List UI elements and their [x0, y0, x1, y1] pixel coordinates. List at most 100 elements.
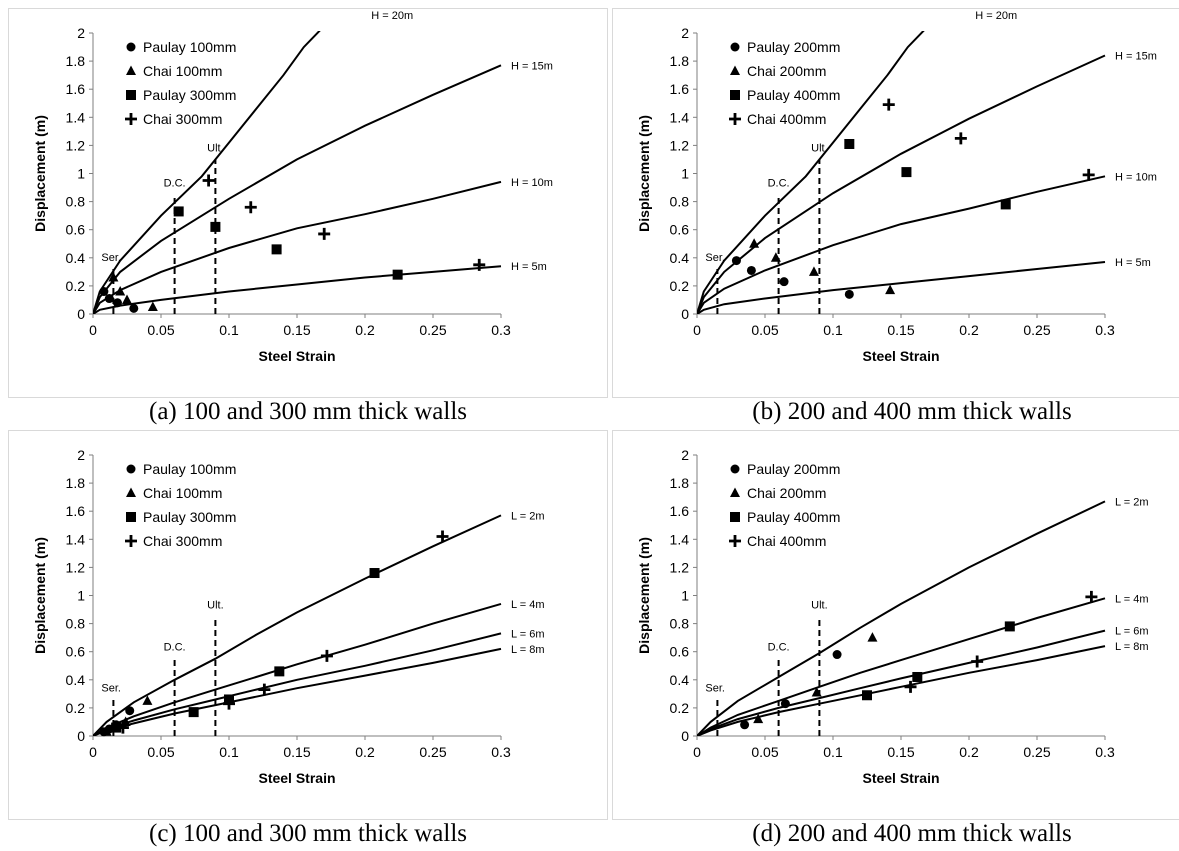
y-tick-label: 1.4 [670, 531, 690, 547]
marker-chai-400mm [954, 132, 967, 145]
marker-chai-200mm [885, 284, 896, 295]
y-tick-label: 1.8 [66, 53, 86, 69]
y-tick-label: 1 [681, 588, 689, 604]
x-tick-label: 0.1 [219, 322, 239, 338]
y-tick-label: 0.8 [66, 194, 86, 210]
x-axis-title: Steel Strain [258, 348, 335, 364]
curve-l-2m [93, 514, 502, 736]
y-tick-label: 1.4 [66, 531, 86, 547]
legend-marker-paulay-300mm [126, 90, 136, 100]
caption-d: (d) 200 and 400 mm thick walls [752, 820, 1072, 847]
curve-h-20m [697, 31, 925, 314]
curve-label-l-8m: L = 8m [511, 644, 545, 656]
legend-label-chai-300mm: Chai 300mm [143, 533, 222, 549]
caption-a: (a) 100 and 300 mm thick walls [149, 398, 467, 425]
legend-label-chai-400mm: Chai 400mm [747, 533, 826, 549]
y-tick-label: 0.2 [66, 700, 86, 716]
marker-chai-300mm [473, 258, 486, 271]
marker-paulay-200mm [740, 720, 750, 730]
legend: Paulay 200mm Chai 200mm Paulay 400mm Chai 4… [729, 461, 840, 549]
limit-label-ult: Ult. [207, 600, 224, 612]
legend-marker-paulay-300mm [126, 512, 136, 522]
marker-paulay-300mm [369, 568, 380, 579]
legend-marker-chai-200mm [730, 65, 740, 75]
y-tick-label: 0.2 [670, 278, 690, 294]
curve-label-l-6m: L = 6m [511, 628, 545, 640]
marker-paulay-300mm [392, 269, 403, 280]
chart-c-svg: 0 0.2 0.4 0.6 0.8 1 1.2 1.4 1.6 1.8 2 0 0.05 0.1 0.15 0… [32, 447, 545, 786]
y-tick-label: 0.6 [66, 644, 86, 660]
chart-panel-c: 0 0.2 0.4 0.6 0.8 1 1.2 1.4 1.6 1.8 2 0 0.05 0.1 0.15 0… [8, 430, 608, 820]
y-axis-title: Displacement (m) [32, 537, 48, 654]
y-tick-label: 1.6 [66, 503, 86, 519]
legend-label-chai-200mm: Chai 200mm [747, 63, 826, 79]
marker-chai-300mm [318, 227, 331, 240]
y-tick-label: 0 [681, 306, 689, 322]
x-tick-label: 0.25 [419, 322, 446, 338]
limit-label-ser: Ser. [101, 682, 121, 694]
legend-marker-paulay-400mm [730, 512, 740, 522]
y-tick-label: 0 [681, 728, 689, 744]
y-tick-label: 1.2 [66, 559, 86, 575]
chart-b-svg: 0 0.2 0.4 0.6 0.8 1 1.2 1.4 1.6 1.8 2 0 0.05 0.1 0.15 0… [636, 10, 1157, 364]
y-tick-label: 0.4 [670, 672, 690, 688]
x-tick-label: 0.2 [355, 744, 375, 760]
marker-chai-300mm [320, 649, 333, 662]
y-tick-label: 0 [77, 728, 85, 744]
x-tick-label: 0.15 [887, 322, 914, 338]
x-axis-title: Steel Strain [862, 770, 939, 786]
x-tick-label: 0.1 [219, 744, 239, 760]
marker-chai-300mm [223, 697, 235, 710]
marker-chai-100mm [115, 286, 126, 296]
curve-h-5m [93, 265, 502, 314]
marker-chai-200mm [811, 686, 822, 697]
marker-chai-100mm [147, 301, 158, 311]
curve-label-h-10m: H = 10m [511, 177, 553, 189]
legend-label-paulay-400mm: Paulay 400mm [747, 87, 840, 103]
marker-paulay-400mm [862, 690, 872, 701]
legend: Paulay 100mm Chai 100mm Paulay 300mm Chai 3… [125, 461, 236, 549]
y-tick-label: 1 [681, 166, 689, 182]
marker-paulay-100mm [99, 287, 109, 297]
marker-chai-400mm [1082, 168, 1095, 181]
marker-chai-300mm [436, 530, 449, 543]
y-tick-label: 1 [77, 588, 85, 604]
y-tick-label: 1.2 [670, 137, 690, 153]
x-tick-label: 0.1 [823, 322, 843, 338]
limit-label-ult: Ult. [207, 142, 224, 154]
legend-marker-chai-300mm [125, 113, 137, 125]
y-tick-label: 1.6 [66, 81, 86, 97]
x-tick-label: 0.1 [823, 744, 843, 760]
legend-marker-chai-400mm [729, 113, 741, 125]
y-tick-label: 0.8 [670, 194, 690, 210]
curve-label-l-2m: L = 2m [1115, 496, 1149, 508]
legend-label-paulay-300mm: Paulay 300mm [143, 87, 236, 103]
marker-chai-200mm [770, 252, 781, 262]
curves-group [697, 500, 1106, 736]
x-tick-label: 0.2 [959, 322, 979, 338]
limit-label-ser: Ser. [705, 252, 725, 264]
limit-label-d-c: D.C. [164, 178, 186, 190]
y-tick-label: 1.8 [670, 475, 690, 491]
marker-chai-300mm [258, 683, 271, 696]
marker-chai-300mm [244, 201, 257, 214]
curve-label-h-20m: H = 20m [975, 10, 1017, 22]
curve-l-2m [697, 500, 1106, 736]
x-axis-title: Steel Strain [258, 770, 335, 786]
x-tick-label: 0.2 [355, 322, 375, 338]
legend: Paulay 200mm Chai 200mm Paulay 400mm Chai 4… [729, 39, 840, 127]
x-tick-label: 0 [89, 322, 97, 338]
legend-label-chai-400mm: Chai 400mm [747, 111, 826, 127]
limit-label-ser: Ser. [101, 252, 121, 264]
legend-label-paulay-400mm: Paulay 400mm [747, 509, 840, 525]
caption-b: (b) 200 and 400 mm thick walls [752, 398, 1072, 425]
limit-label-ult: Ult. [811, 600, 828, 612]
legend-marker-paulay-400mm [730, 90, 740, 100]
curve-label-h-5m: H = 5m [1115, 257, 1151, 269]
marker-chai-100mm [122, 294, 132, 304]
y-tick-label: 2 [681, 447, 689, 463]
legend-label-paulay-200mm: Paulay 200mm [747, 461, 840, 477]
marker-chai-300mm [116, 721, 129, 734]
curve-h-10m [697, 175, 1106, 314]
y-tick-label: 0.4 [66, 672, 86, 688]
